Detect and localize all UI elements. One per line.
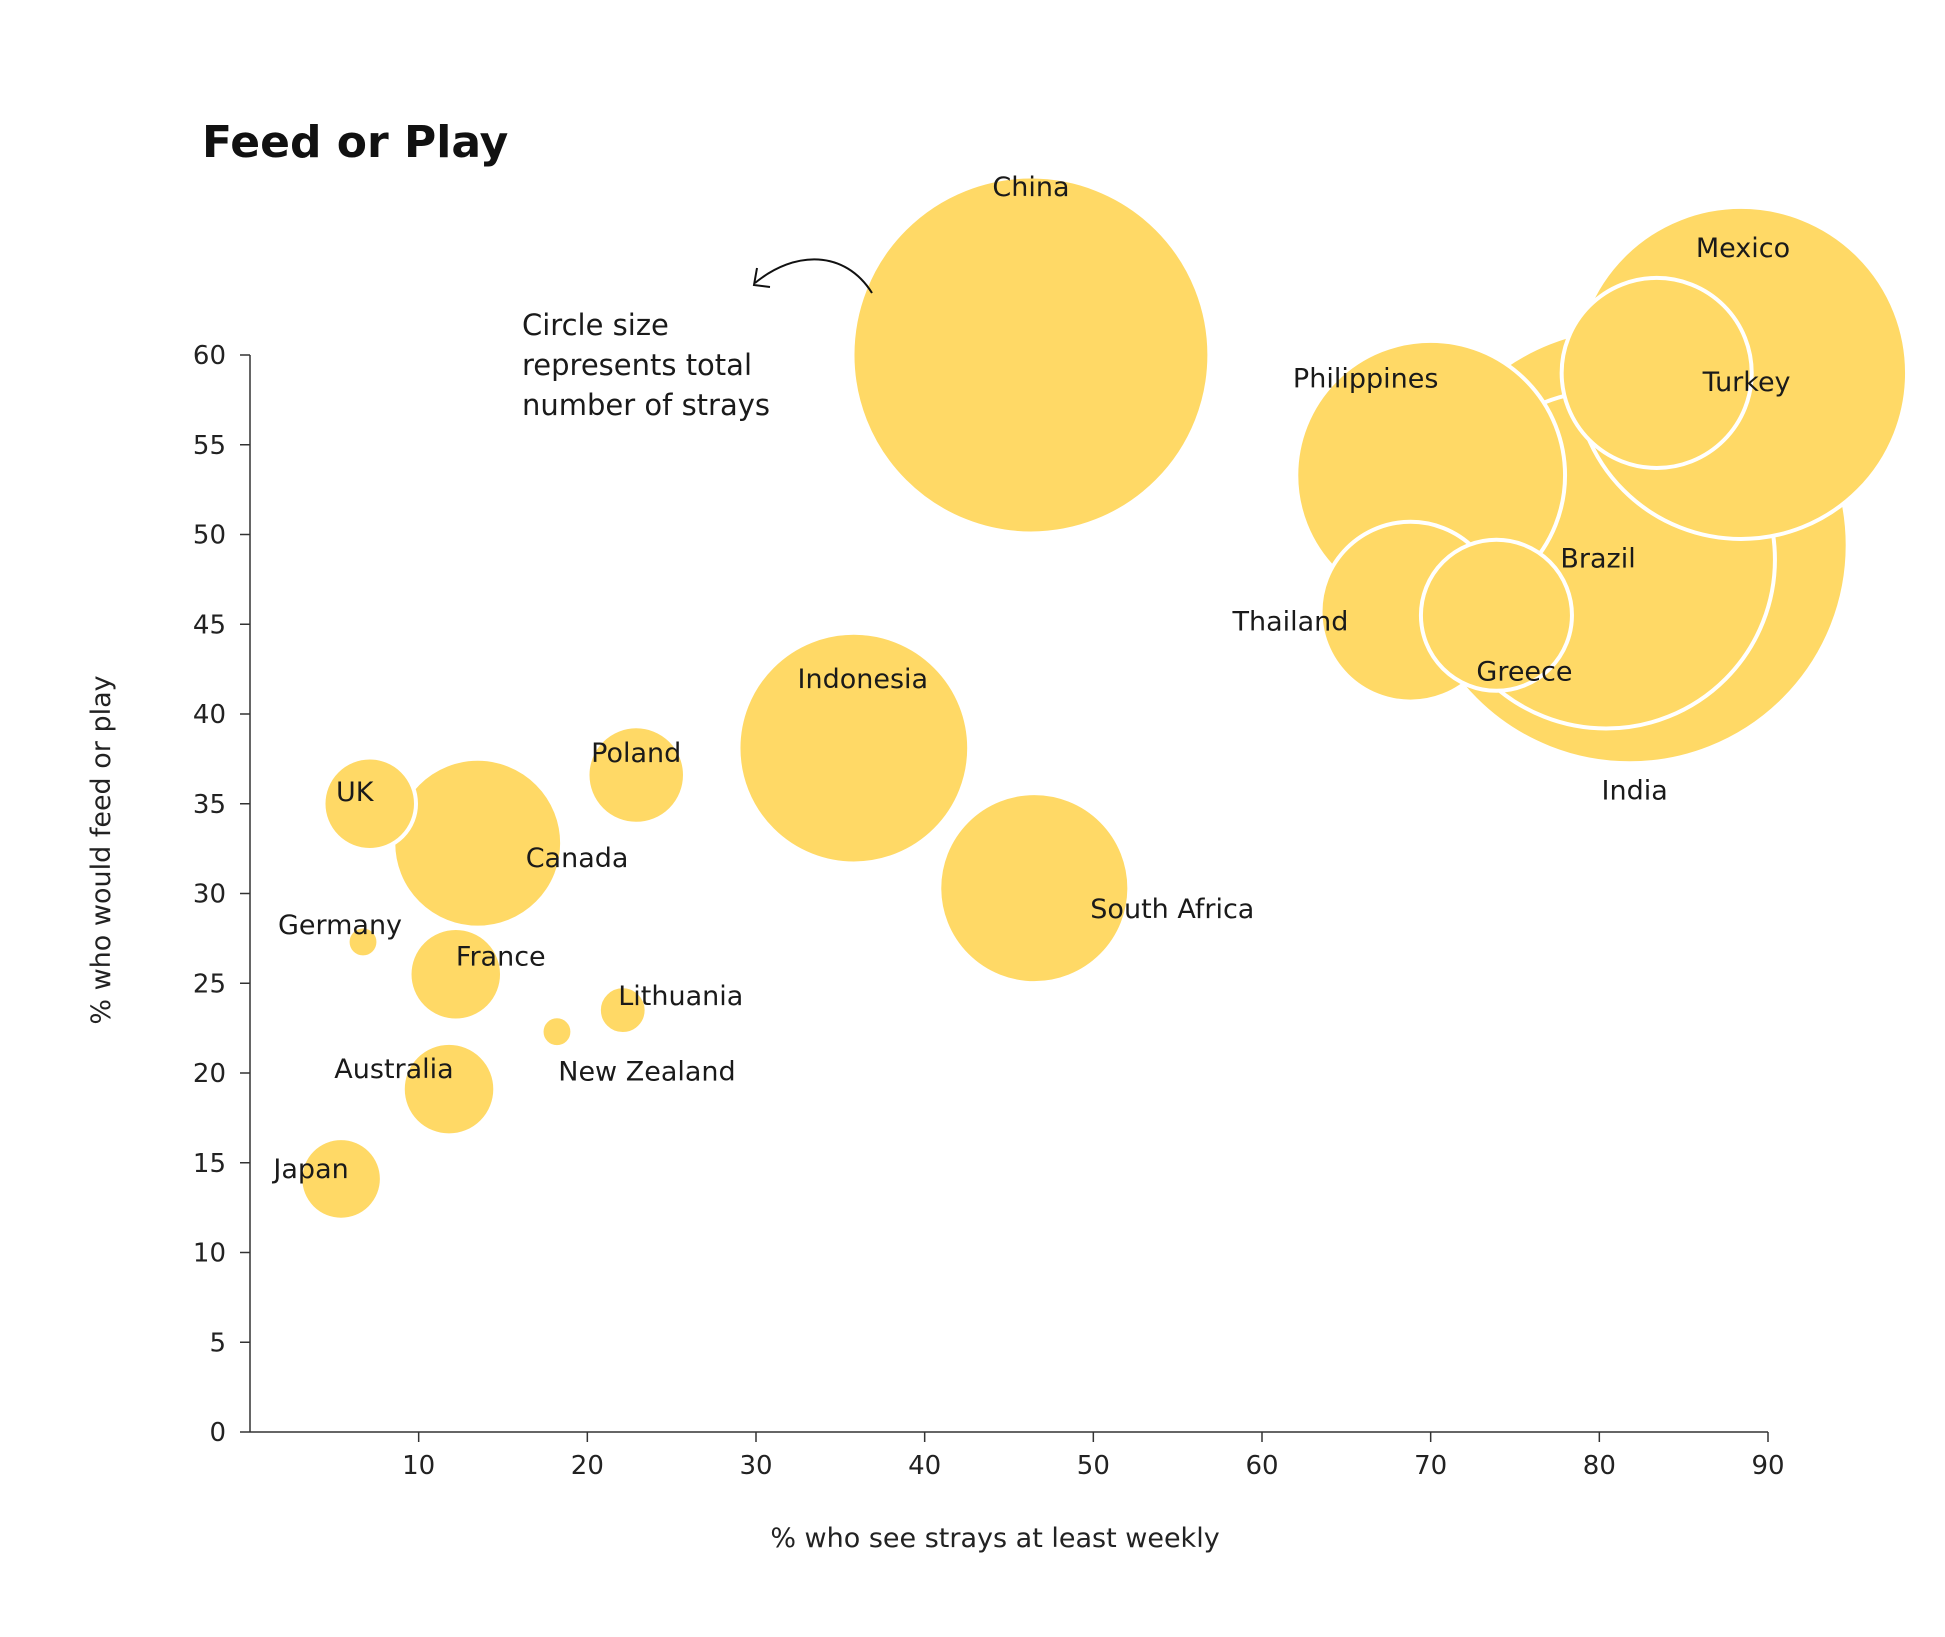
y-tick-label: 20 — [193, 1059, 226, 1089]
y-tick-label: 0 — [209, 1418, 226, 1448]
x-tick-label: 60 — [1245, 1451, 1278, 1481]
bubble-germany — [345, 924, 381, 960]
label-france: France — [456, 941, 546, 972]
bubble-china — [850, 174, 1212, 536]
bubble-australia — [400, 1040, 498, 1138]
y-tick-label: 15 — [193, 1149, 226, 1179]
bubble-japan — [298, 1136, 384, 1222]
bubble-poland — [585, 724, 687, 826]
x-tick-label: 90 — [1751, 1451, 1784, 1481]
y-tick-label: 30 — [193, 880, 226, 910]
bubble-new-zealand — [539, 1014, 575, 1050]
label-south-africa: South Africa — [1090, 894, 1254, 925]
x-tick-label: 40 — [908, 1451, 941, 1481]
x-tick-label: 80 — [1583, 1451, 1616, 1481]
y-tick-label: 60 — [193, 341, 226, 371]
label-new-zealand: New Zealand — [558, 1057, 735, 1088]
label-turkey: Turkey — [1702, 367, 1791, 398]
annotation-line-1: Circle size — [522, 308, 669, 342]
label-thailand: Thailand — [1231, 607, 1348, 638]
y-tick-label: 25 — [193, 969, 226, 999]
y-tick-label: 50 — [193, 521, 226, 551]
chart-title: Feed or Play — [202, 117, 508, 168]
label-greece: Greece — [1476, 656, 1572, 687]
y-tick-label: 10 — [193, 1239, 226, 1269]
size-annotation: Circle size represents total number of s… — [522, 258, 873, 422]
annotation-line-3: number of strays — [522, 388, 770, 422]
annotation-line-2: represents total — [522, 348, 752, 382]
bubble-turkey — [1559, 275, 1754, 470]
bubbles-layer — [298, 174, 1910, 1222]
bubble-south-africa — [937, 791, 1132, 986]
y-tick-label: 35 — [193, 790, 226, 820]
y-tick-label: 40 — [193, 700, 226, 730]
label-india: India — [1602, 775, 1668, 806]
point-labels-layer: India China Mexico Brazil Philippines Turkey I… — [271, 172, 1790, 1185]
label-philippines: Philippines — [1293, 363, 1438, 394]
label-brazil: Brazil — [1560, 544, 1635, 575]
y-axis-label: % who would feed or play — [86, 675, 117, 1024]
bubble-indonesia — [736, 630, 972, 866]
y-tick-label: 45 — [193, 610, 226, 640]
x-axis-label: % who see strays at least weekly — [770, 1523, 1219, 1554]
y-tick-label: 55 — [193, 431, 226, 461]
y-tick-label: 5 — [209, 1328, 226, 1358]
annotation-arrowhead — [752, 267, 771, 288]
x-tick-label: 50 — [1077, 1451, 1110, 1481]
x-tick-label: 70 — [1414, 1451, 1447, 1481]
label-lithuania: Lithuania — [618, 981, 743, 1012]
axes: 10 20 30 40 50 60 70 80 90 0 5 10 15 20 25 30 35 40 45 50 55… — [193, 341, 1785, 1481]
label-australia: Australia — [334, 1054, 453, 1085]
bubble-france — [407, 926, 505, 1023]
x-tick-label: 10 — [402, 1451, 435, 1481]
bubble-uk — [321, 755, 418, 852]
bubble-greece — [1418, 537, 1574, 693]
x-tick-label: 20 — [571, 1451, 604, 1481]
label-poland: Poland — [591, 738, 681, 769]
label-indonesia: Indonesia — [798, 664, 929, 695]
label-germany: Germany — [278, 910, 402, 941]
annotation-arrow — [754, 258, 873, 294]
x-tick-label: 30 — [739, 1451, 772, 1481]
label-japan: Japan — [271, 1154, 348, 1185]
bubble-lithuania — [596, 984, 649, 1037]
label-china: China — [992, 172, 1069, 203]
label-canada: Canada — [526, 843, 629, 874]
label-mexico: Mexico — [1696, 233, 1790, 264]
label-uk: UK — [336, 777, 375, 808]
